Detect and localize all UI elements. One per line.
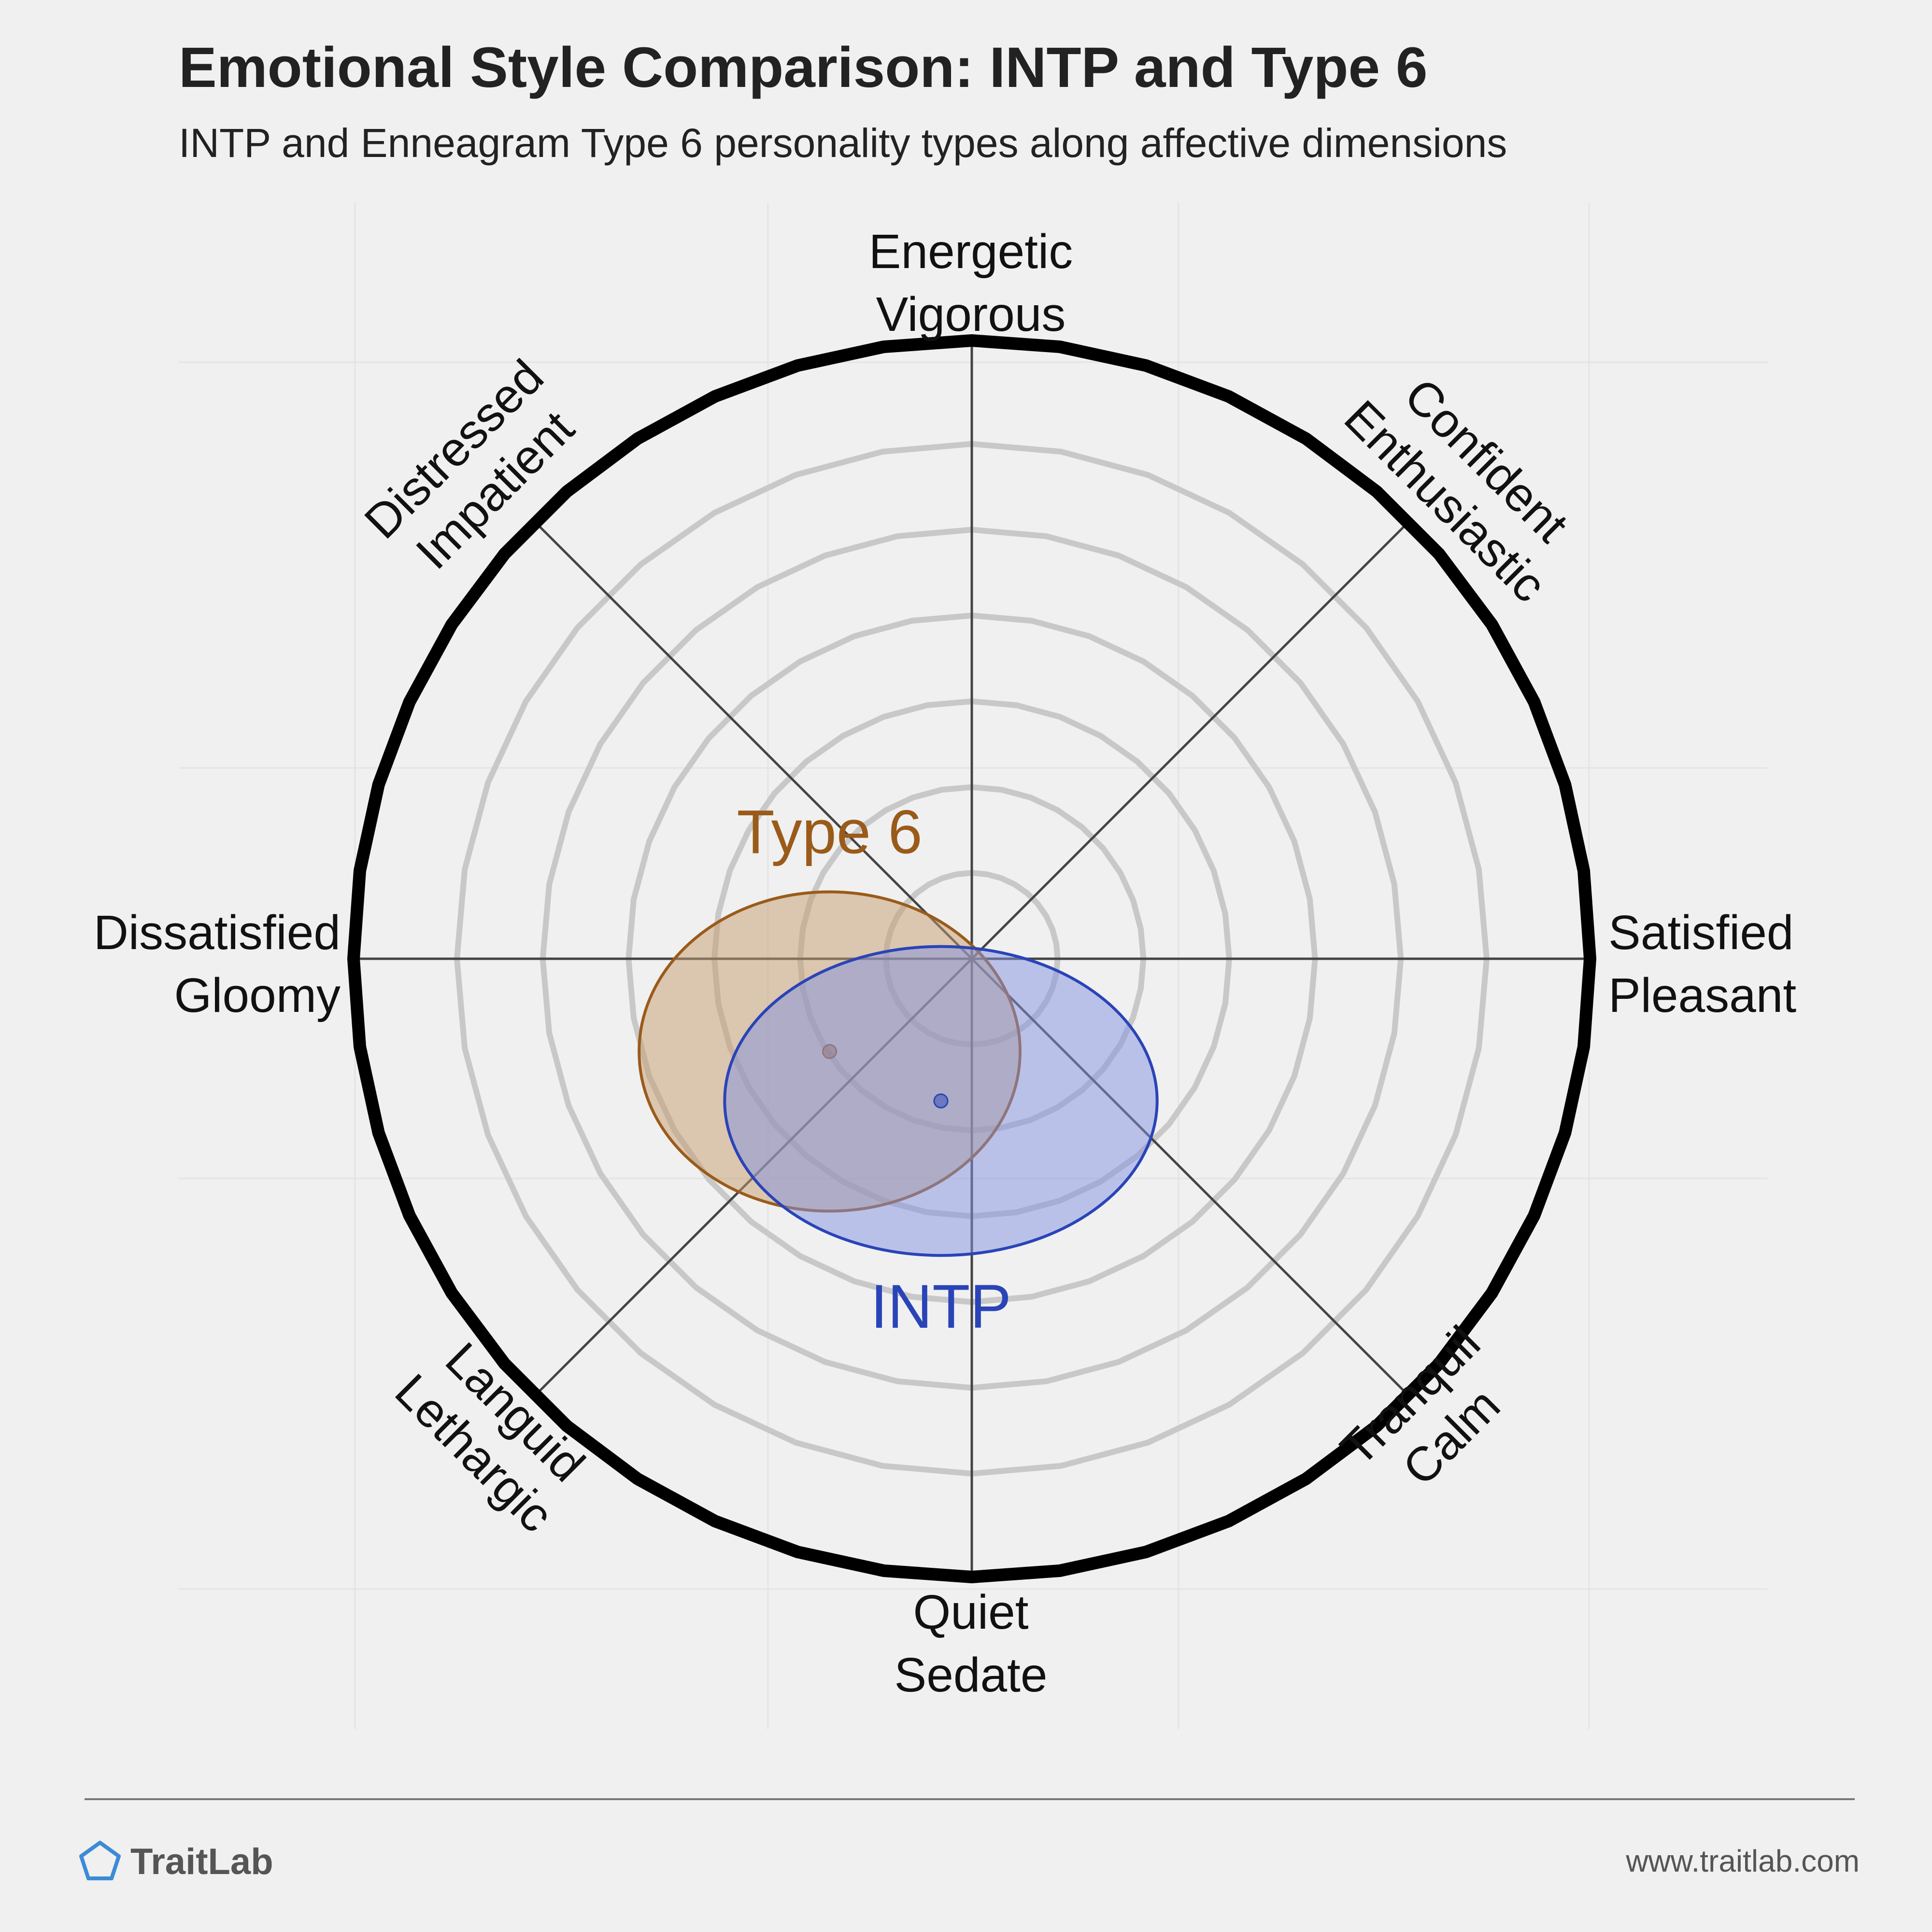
- axis-label-bottom: Quiet Sedate: [895, 1585, 1048, 1702]
- series-intp: [723, 945, 1159, 1257]
- footer-brand-text: TraitLab: [130, 1841, 273, 1882]
- axis-label-left-line2: Gloomy: [174, 968, 341, 1023]
- axis-label-right-line2: Pleasant: [1608, 968, 1796, 1023]
- series-layer: Type 6 INTP: [638, 798, 1159, 1341]
- chart-title: Emotional Style Comparison: INTP and Typ…: [179, 36, 1428, 99]
- traitlab-logo-icon: [79, 1841, 121, 1880]
- axis-spoke: [971, 521, 1410, 960]
- series-label-intp: INTP: [870, 1272, 1011, 1341]
- series-point: [933, 1093, 949, 1108]
- axis-label-right: Satisfied Pleasant: [1608, 906, 1796, 1023]
- axis-label-right-line1: Satisfied: [1608, 906, 1794, 960]
- axis-label-left-line1: Dissatisfied: [94, 906, 341, 960]
- chart-subtitle: INTP and Enneagram Type 6 personality ty…: [179, 120, 1507, 166]
- axis-label-top-line2: Vigorous: [876, 287, 1066, 341]
- footer-url[interactable]: www.traitlab.com: [1625, 1844, 1860, 1878]
- series-label-type-6: Type 6: [737, 798, 922, 867]
- outer-ring-group: [347, 334, 1596, 1583]
- axis-label-top: Energetic Vigorous: [869, 225, 1073, 341]
- axis-spoke: [534, 521, 973, 960]
- axis-label-bottom-line1: Quiet: [913, 1585, 1028, 1639]
- axis-label-left: Dissatisfied Gloomy: [94, 906, 341, 1023]
- footer-brand[interactable]: TraitLab: [79, 1841, 273, 1882]
- axis-label-bottom-line2: Sedate: [895, 1648, 1048, 1702]
- axis-label-top-line1: Energetic: [869, 225, 1073, 279]
- outer-ring: [347, 334, 1596, 1583]
